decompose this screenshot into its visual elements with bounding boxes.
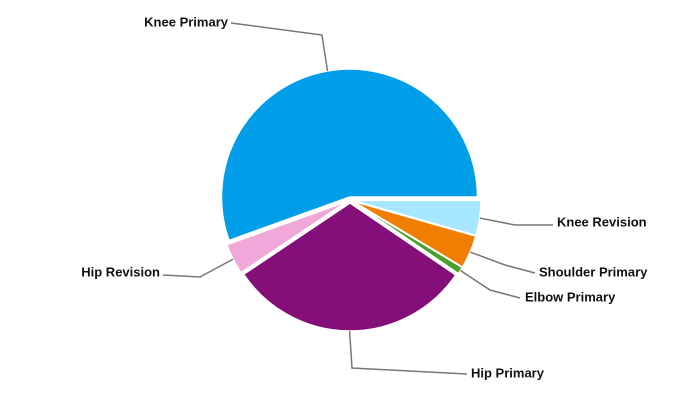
slice-label: Knee Primary xyxy=(144,14,229,29)
leader-line xyxy=(162,258,234,278)
pie-slice xyxy=(352,199,482,237)
slice-label: Hip Primary xyxy=(471,365,545,380)
leader-line xyxy=(459,269,521,299)
slice-label: Hip Revision xyxy=(81,264,160,279)
leader-line xyxy=(479,217,553,226)
leader-line xyxy=(469,251,536,274)
leader-line xyxy=(348,330,468,375)
pie-slice xyxy=(352,200,464,275)
slice-label: Elbow Primary xyxy=(525,289,616,304)
slice-label: Knee Revision xyxy=(557,214,647,229)
pie-slice xyxy=(242,202,457,332)
pie-slice xyxy=(220,68,479,242)
slice-label: Shoulder Primary xyxy=(539,264,648,279)
leader-line xyxy=(230,22,329,72)
